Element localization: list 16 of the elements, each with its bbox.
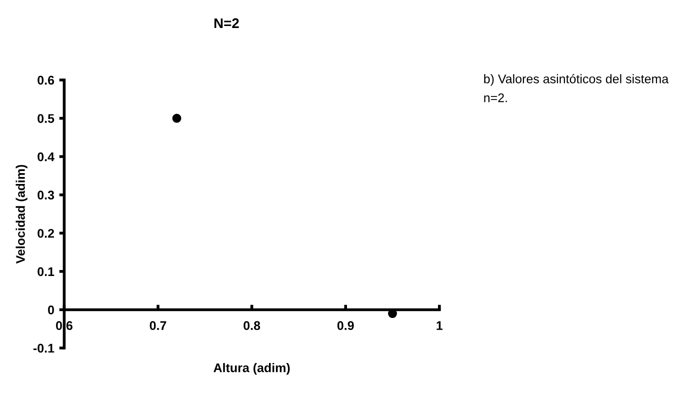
y-tick-label: 0.6 <box>38 76 54 85</box>
x-axis-title: Altura (adim) <box>214 363 290 375</box>
x-tick-label: 0.9 <box>337 321 354 330</box>
y-tick-label: 0.4 <box>38 152 54 162</box>
y-tick-label: 0.2 <box>38 228 54 238</box>
text: b) Valores asintóticos del sistema n=2. <box>484 74 669 102</box>
chart-title: N=2 <box>214 18 239 28</box>
y-tick-label: 0 <box>48 306 54 314</box>
x-tick-label: 1 <box>436 321 443 330</box>
x-tick-label: 0.7 <box>150 321 166 330</box>
x-tick-label: 0.8 <box>244 321 260 330</box>
y-tick-label: 0.1 <box>38 267 54 276</box>
y-tick-label: 0.5 <box>38 114 54 123</box>
y-tick-label: 0.3 <box>38 190 54 200</box>
y-axis-title: Velocidad (adim) <box>16 164 28 264</box>
y-tick-label: -0.1 <box>33 344 54 353</box>
